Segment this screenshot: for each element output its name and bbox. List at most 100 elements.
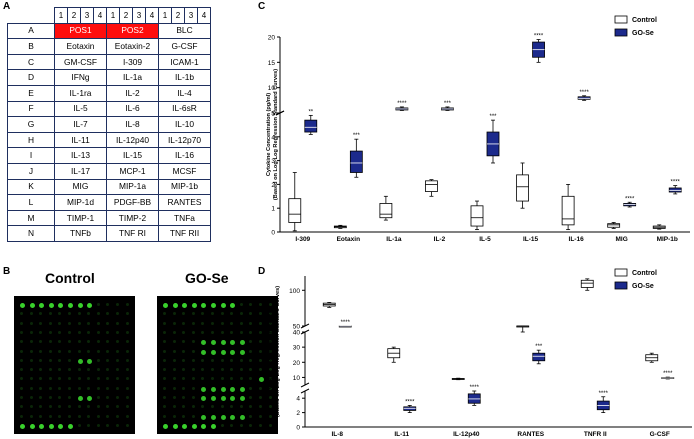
array-spot <box>87 303 93 308</box>
array-spot <box>191 312 195 316</box>
array-spot <box>211 377 214 381</box>
array-spot <box>172 358 176 362</box>
table-subcolumn-header: 4 <box>93 7 107 24</box>
array-spot <box>239 377 243 381</box>
array-spot <box>39 414 43 418</box>
table-cell: MIP-1a <box>106 178 159 196</box>
table-row: H IL-11 IL-12p40 IL-12p70 <box>7 131 211 149</box>
array-spot <box>87 386 91 390</box>
control-array-title: Control <box>45 270 95 286</box>
array-spot <box>230 303 236 308</box>
table-row: E IL-1ra IL-2 IL-4 <box>7 84 211 102</box>
array-spot <box>163 386 166 390</box>
array-spot <box>249 396 253 399</box>
control-box <box>288 198 302 223</box>
array-spot <box>220 321 224 325</box>
array-spot <box>29 405 33 409</box>
array-spot <box>182 358 186 362</box>
x-tick-label: IL-8 <box>331 431 343 438</box>
table-cell: IL-11 <box>54 131 107 149</box>
table-subcolumn-header: 1 <box>158 7 172 24</box>
array-spot <box>163 377 166 381</box>
array-spot <box>172 349 176 353</box>
axis-break-mark <box>300 388 310 394</box>
array-spot <box>125 321 129 325</box>
array-spot <box>87 330 91 334</box>
significance-label: **** <box>599 391 609 397</box>
array-spot <box>77 312 81 316</box>
table-cell: Eotaxin <box>54 38 107 55</box>
array-spot <box>39 386 43 390</box>
gose-box <box>532 352 546 362</box>
array-spot <box>39 312 43 316</box>
significance-label: **** <box>405 399 415 405</box>
array-spot <box>259 340 262 344</box>
x-tick-label: IL-5 <box>479 236 491 243</box>
array-spot <box>96 405 100 409</box>
array-spot <box>20 349 23 353</box>
table-row-label: I <box>7 147 55 164</box>
chart-c: 0123455101520I-309**Eotaxin***IL-1a****I… <box>266 15 690 243</box>
array-spot <box>182 386 186 390</box>
array-spot <box>48 423 54 429</box>
control-array-image <box>14 296 135 434</box>
array-spot <box>96 396 100 399</box>
table-row: C GM-CSF I-309 ICAM-1 <box>7 53 211 71</box>
significance-label: **** <box>470 385 480 391</box>
table-cell: TIMP-2 <box>106 209 159 227</box>
array-spot <box>220 386 226 392</box>
table-cell: IL-12p40 <box>106 131 159 149</box>
table-cell: TIMP-1 <box>54 209 107 227</box>
array-spot <box>48 386 52 390</box>
array-spot <box>87 414 91 418</box>
array-spot <box>268 368 272 372</box>
array-spot <box>201 368 205 372</box>
array-spot <box>211 396 216 401</box>
table-subcolumn-header: 2 <box>67 7 81 24</box>
significance-label: ** <box>308 109 313 115</box>
array-spot <box>239 414 245 420</box>
array-spot <box>87 377 91 381</box>
y-axis-title: Cytokine Concentration (pg/ml) <box>268 310 274 393</box>
x-tick-label: MIG <box>616 236 628 243</box>
table-subcolumn-header: 4 <box>145 7 159 24</box>
array-spot <box>68 330 71 334</box>
array-spot <box>39 330 43 334</box>
table-cell: ICAM-1 <box>158 53 211 71</box>
array-spot <box>220 377 224 381</box>
array-spot <box>116 358 119 362</box>
array-spot <box>249 358 253 362</box>
array-spot <box>68 414 71 418</box>
table-cell: PDGF-BB <box>106 194 159 211</box>
array-spot <box>220 405 224 409</box>
array-spot <box>58 423 64 429</box>
array-spot <box>77 349 81 353</box>
array-spot <box>96 386 100 390</box>
array-spot <box>58 377 62 381</box>
array-spot <box>48 405 52 409</box>
array-spot <box>48 349 52 353</box>
table-cell: IL-16 <box>158 147 211 164</box>
control-box <box>470 205 484 227</box>
array-spot <box>239 340 245 346</box>
y-tick-label: 4 <box>271 134 275 141</box>
cytokine-array-map-table: 1 2 3 4 1 2 3 4 1 2 3 4 A POS1 POS2 BLC B Eotaxin Eotaxin-… <box>7 7 211 242</box>
table-cell: BLC <box>158 22 211 40</box>
table-row: L MIP-1d PDGF-BB RANTES <box>7 194 211 211</box>
array-spot <box>172 423 178 429</box>
table-cell: IL-6sR <box>158 100 211 118</box>
y-tick-label: 1 <box>271 206 275 213</box>
array-spot <box>39 358 43 362</box>
array-spot <box>239 423 243 427</box>
array-spot <box>77 358 83 364</box>
table-row-label: E <box>7 84 55 102</box>
array-spot <box>191 405 195 409</box>
array-spot <box>191 396 195 399</box>
y-axis-subtitle: (Based on Log-Log Regression Standard Cu… <box>275 286 281 417</box>
array-spot <box>116 349 119 353</box>
array-spot <box>29 330 33 334</box>
table-row: J IL-17 MCP-1 MCSF <box>7 162 211 180</box>
array-spot <box>39 303 45 308</box>
array-spot <box>201 303 207 308</box>
